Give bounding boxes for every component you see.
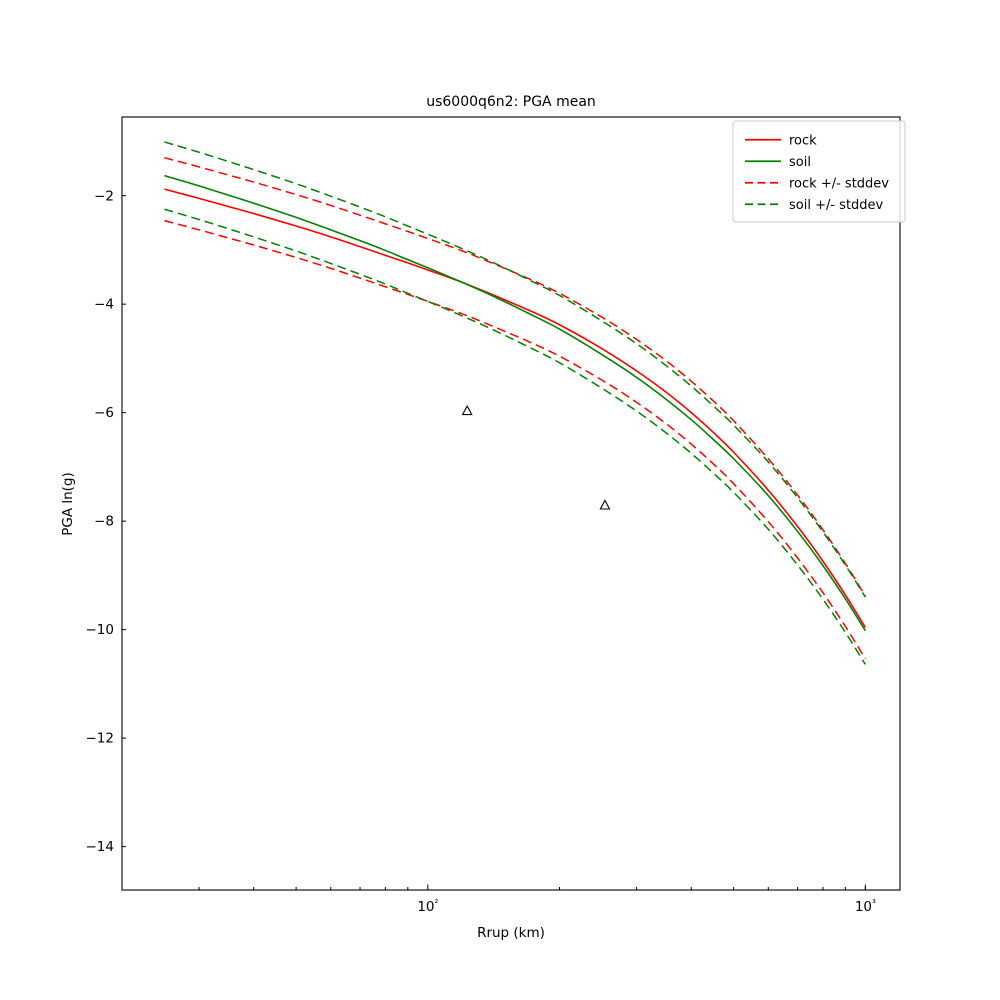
series-line-soil-minus-stddev (164, 208, 866, 665)
series-group (164, 141, 867, 665)
series-line-soil (164, 174, 867, 632)
series-line-rock-minus-stddev (164, 219, 866, 660)
series-line-rock (164, 188, 867, 628)
series-line-rock-plus-stddev (164, 156, 866, 597)
chart-title: us6000q6n2: PGA mean (426, 94, 596, 110)
legend-label-0: rock (789, 133, 817, 148)
x-axis-title: Rrup (km) (477, 925, 545, 941)
scatter-points-group (461, 404, 611, 510)
scatter-marker-station-observation-1 (461, 404, 473, 416)
legend-label-1: soil (789, 155, 811, 170)
y-tick-label: −8 (94, 514, 114, 530)
y-axis-title: PGA ln(g) (60, 472, 76, 536)
x-tick-label: 10² (417, 898, 438, 915)
scatter-marker-station-observation-2 (599, 499, 611, 510)
y-tick-label: −4 (94, 297, 114, 313)
y-tick-label: −2 (94, 188, 114, 204)
legend-background (732, 120, 906, 223)
x-tick-label: 10³ (855, 898, 876, 915)
y-tick-label: −12 (86, 731, 115, 747)
y-tick-label: −6 (94, 405, 114, 421)
series-line-soil-plus-stddev (164, 141, 866, 598)
chart-legend[interactable]: rock soil rock +/- stddev soil +/- stddev (732, 120, 906, 223)
x-axis-ticks: 10² 10³ (121, 884, 876, 915)
legend-label-3: soil +/- stddev (789, 198, 884, 213)
y-tick-label: −14 (86, 839, 115, 855)
y-tick-label: −10 (86, 622, 115, 638)
axes-frame (121, 116, 901, 891)
y-axis-ticks: −2 −4 −6 −8 −10 −12 −14 (86, 188, 126, 855)
legend-label-2: rock +/- stddev (789, 176, 889, 191)
